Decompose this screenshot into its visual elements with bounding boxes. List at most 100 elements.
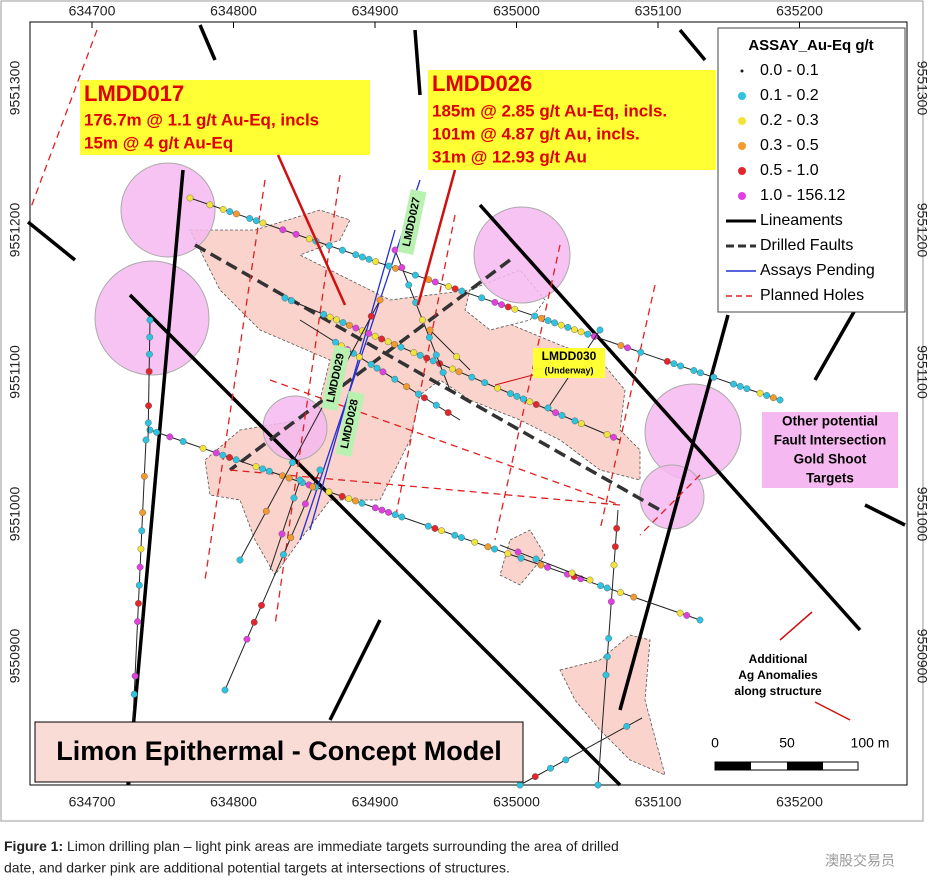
assay-dot [491,545,498,553]
lineaments [26,24,906,787]
assay-dot [547,764,554,772]
assay-dot [410,349,418,357]
legend-label: 0.0 - 0.1 [760,62,819,79]
assay-dot [246,215,254,222]
assay-dot [498,301,505,309]
label-bg [397,189,427,255]
assay-dot [221,686,229,694]
legend-swatch [738,167,746,175]
scale-segment [787,762,823,770]
callout-title: LMDD017 [84,81,184,106]
map-title: Limon Epithermal - Concept Model [56,736,502,766]
assay-dot [769,394,777,402]
assay-dot [339,319,347,326]
assay-dot [696,616,704,624]
legend-label: 0.3 - 0.5 [760,137,819,154]
assay-dot [290,494,298,502]
assay-dot [391,246,399,254]
assay-dot [421,394,428,402]
assay-dot [557,321,565,329]
arrow [779,611,813,641]
scale-label: 50 [779,735,795,751]
assay-dot [316,466,324,474]
assay-dot [507,390,514,397]
assay-dot [445,283,452,290]
assay-dot [259,465,267,473]
assay-dot [603,431,611,438]
easting-label: 634800 [210,3,257,19]
lineament [26,220,77,262]
drill-trace [299,319,461,421]
assay-dot [624,344,631,352]
assay-dot [743,385,751,393]
planned-hole [204,179,266,581]
assay-dot [281,294,289,302]
arrow [814,701,851,721]
assay-dot [135,600,142,607]
assay-dot [613,524,621,532]
assay-dot [345,495,353,503]
assay-dot [292,230,300,238]
assay-dot [186,194,194,202]
assay-dot [358,253,366,261]
note-line: Fault Intersection [774,433,887,448]
northing-label: 9551000 [7,487,23,542]
assay-dot [605,634,613,642]
assay-dot [526,398,534,406]
scale-segment [715,762,751,770]
arrow [276,154,347,306]
assay-dot [571,417,579,425]
assay-dot [333,316,340,324]
easting-label: 635200 [776,3,823,19]
ag-note: Ag Anomalies [738,668,818,682]
caption-text: date, and darker pink are additional pot… [4,860,510,876]
assay-dot [391,341,398,348]
caption: Figure 1: Limon drilling plan – light pi… [4,838,619,854]
label-bg [321,345,351,411]
assay-dot [403,383,411,391]
assay-dot [352,251,360,259]
assay-dot [663,358,671,365]
assay-dot [144,419,152,427]
callout-line: 15m @ 4 g/t Au-Eq [84,133,233,152]
assay-dot [320,310,328,318]
easting-label: 635100 [635,3,682,19]
legend-swatch [738,92,746,100]
legend: ASSAY_Au-Eq g/t 0.0 - 0.1 0.1 - 0.2 0.2 - … [717,27,906,313]
assay-dot [637,348,645,356]
assay-dot [288,297,295,305]
assay-dot [137,545,145,553]
callout-title: LMDD026 [432,71,532,96]
drill-trace [597,509,619,786]
assay-dot [279,472,286,480]
assay-dot [763,392,771,399]
assay-dot [577,328,585,336]
assay-dot [568,569,576,577]
legend-title: ASSAY_Au-Eq g/t [748,37,873,54]
northing-label: 9551200 [7,203,23,258]
assay-dot [544,404,552,412]
lineament [413,29,422,96]
assay-dot [623,722,631,730]
assay-dot [384,338,392,346]
label-bg [335,391,365,457]
drill-traces [128,194,784,789]
assay-dot [398,513,406,521]
assay-dot [233,210,240,218]
assay-dot [280,551,287,559]
assay-dot [730,380,737,388]
assay-dot [415,390,422,398]
northing-label: 9551300 [914,61,930,116]
assay-dot [352,497,359,505]
assay-dot [146,350,153,358]
assay-dot [431,278,439,286]
coordinate-labels: 634700 634700 634800 634800 634900 634900 6350… [7,3,931,810]
assay-dot [423,354,431,362]
assay-dot [296,476,304,484]
assay-dot [544,563,551,571]
assay-dot [131,672,139,680]
target-area [559,634,666,776]
assay-dot [458,287,466,295]
assay-dot [617,589,624,596]
target-circle [120,162,216,258]
